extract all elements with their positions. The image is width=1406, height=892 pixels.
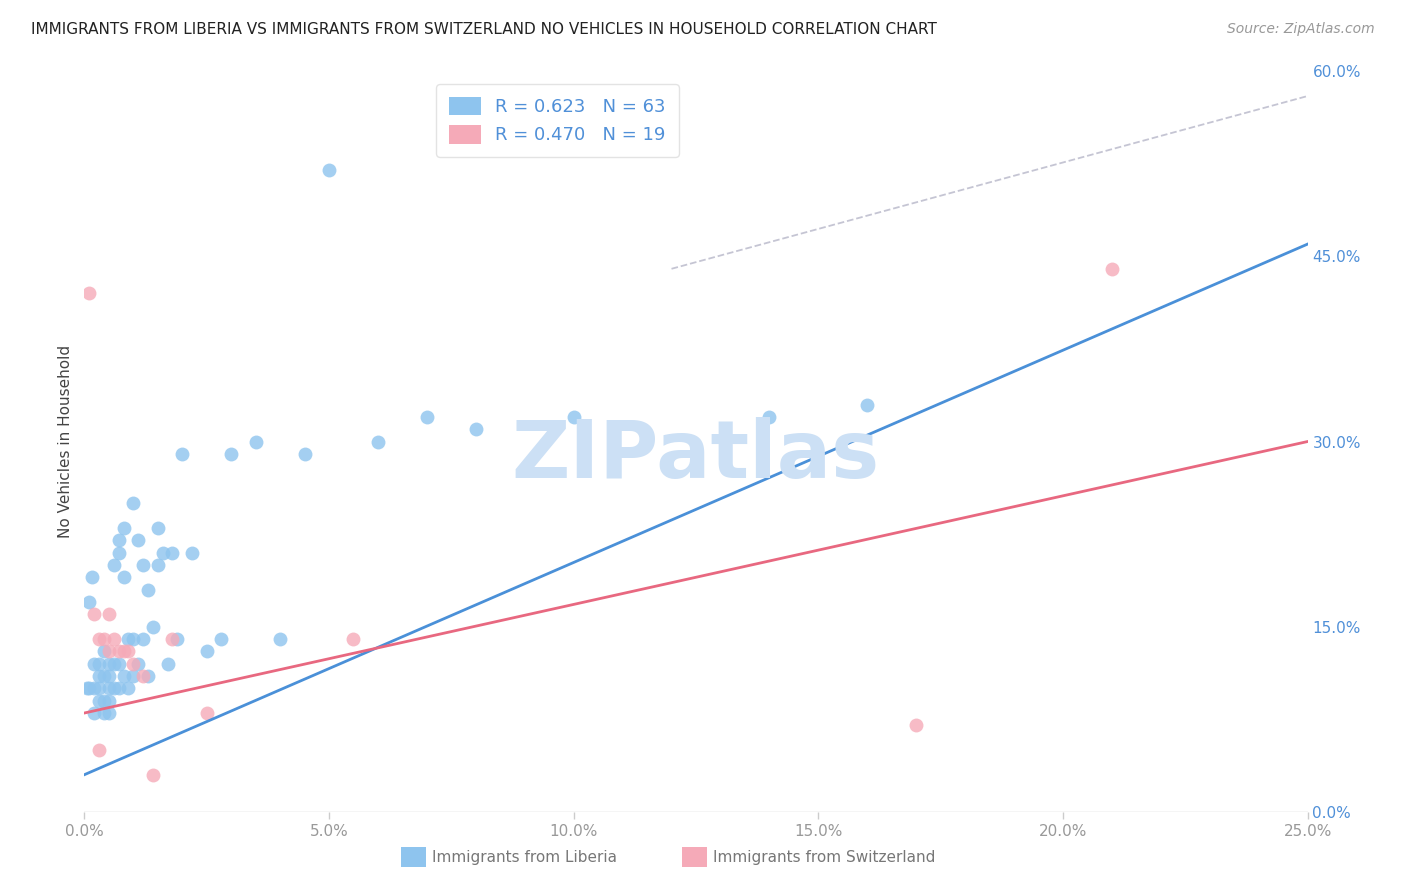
Point	[87, 743, 110, 757]
Point	[97, 669, 120, 683]
Point	[905, 718, 928, 732]
Point	[87, 632, 110, 646]
Point	[87, 681, 110, 696]
Point	[416, 409, 439, 424]
Point	[112, 644, 135, 658]
Point	[122, 496, 145, 510]
Point	[117, 632, 139, 646]
Point	[195, 706, 218, 720]
Point	[83, 706, 105, 720]
Text: Source: ZipAtlas.com: Source: ZipAtlas.com	[1227, 22, 1375, 37]
Text: Immigrants from Liberia: Immigrants from Liberia	[432, 850, 617, 864]
Point	[97, 694, 120, 708]
Point	[1101, 261, 1123, 276]
Point	[146, 521, 169, 535]
Point	[122, 669, 145, 683]
Point	[87, 657, 110, 671]
Point	[93, 706, 115, 720]
Point	[83, 607, 105, 622]
Point	[93, 694, 115, 708]
Point	[122, 632, 145, 646]
Point	[112, 669, 135, 683]
Point	[136, 582, 159, 597]
Point	[77, 595, 100, 609]
Point	[107, 681, 129, 696]
Point	[80, 570, 103, 584]
Point	[219, 447, 242, 461]
Point	[172, 447, 194, 461]
Point	[269, 632, 291, 646]
Point	[77, 681, 100, 696]
Point	[162, 546, 184, 560]
Point	[107, 657, 129, 671]
Point	[112, 521, 135, 535]
Point	[76, 681, 98, 696]
Point	[758, 409, 780, 424]
Point	[97, 644, 120, 658]
Point	[97, 681, 120, 696]
Point	[93, 669, 115, 683]
Point	[103, 681, 125, 696]
Point	[166, 632, 188, 646]
Point	[464, 422, 486, 436]
Point	[367, 434, 389, 449]
Point	[87, 669, 110, 683]
Point	[245, 434, 267, 449]
Point	[103, 558, 125, 572]
Point	[209, 632, 232, 646]
Point	[195, 644, 218, 658]
Point	[132, 632, 155, 646]
Point	[856, 398, 879, 412]
Point	[103, 657, 125, 671]
Point	[152, 546, 174, 560]
Point	[562, 409, 585, 424]
Point	[117, 681, 139, 696]
Point	[127, 533, 149, 548]
Point	[112, 570, 135, 584]
Point	[83, 657, 105, 671]
Point	[132, 558, 155, 572]
Point	[87, 694, 110, 708]
Point	[136, 669, 159, 683]
Point	[93, 632, 115, 646]
Point	[318, 163, 340, 178]
Point	[156, 657, 179, 671]
Point	[117, 644, 139, 658]
Point	[97, 607, 120, 622]
Point	[342, 632, 364, 646]
Point	[97, 706, 120, 720]
Point	[146, 558, 169, 572]
Point	[77, 286, 100, 301]
Point	[132, 669, 155, 683]
Point	[142, 767, 165, 781]
Point	[127, 657, 149, 671]
Text: IMMIGRANTS FROM LIBERIA VS IMMIGRANTS FROM SWITZERLAND NO VEHICLES IN HOUSEHOLD : IMMIGRANTS FROM LIBERIA VS IMMIGRANTS FR…	[31, 22, 936, 37]
Point	[181, 546, 204, 560]
Point	[107, 546, 129, 560]
Point	[83, 681, 105, 696]
Point	[103, 632, 125, 646]
Point	[162, 632, 184, 646]
Text: Immigrants from Switzerland: Immigrants from Switzerland	[713, 850, 935, 864]
Text: ZIPatlas: ZIPatlas	[512, 417, 880, 495]
Point	[97, 657, 120, 671]
Point	[122, 657, 145, 671]
Point	[142, 619, 165, 633]
Point	[107, 533, 129, 548]
Y-axis label: No Vehicles in Household: No Vehicles in Household	[58, 345, 73, 538]
Point	[107, 644, 129, 658]
Point	[93, 644, 115, 658]
Legend: R = 0.623   N = 63, R = 0.470   N = 19: R = 0.623 N = 63, R = 0.470 N = 19	[436, 84, 679, 157]
Point	[294, 447, 316, 461]
